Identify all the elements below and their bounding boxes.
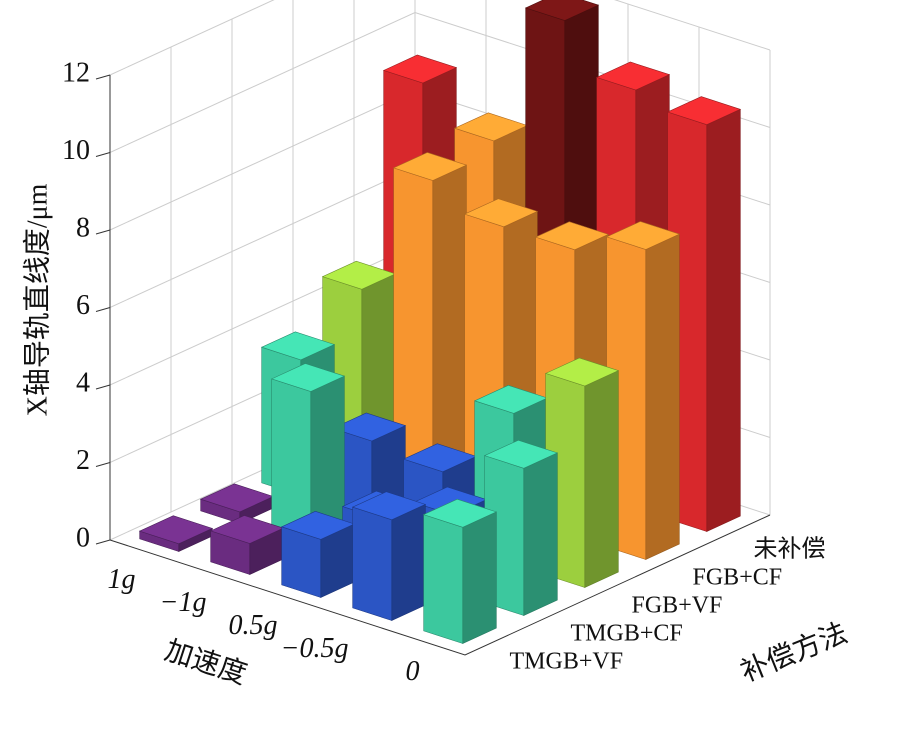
y-tick-label: FGB+VF: [632, 593, 723, 619]
z-tick: [95, 539, 111, 545]
x-tick-label: −0.5g: [281, 633, 349, 664]
bar-top: [331, 412, 407, 442]
z-tick: [95, 307, 111, 312]
bar-top: [270, 363, 346, 392]
bar-top: [483, 439, 559, 469]
z-tick-label: 10: [62, 135, 90, 166]
bar-front: [352, 506, 393, 621]
bar-top: [392, 152, 468, 181]
bar: [138, 515, 214, 552]
z-tick: [95, 74, 111, 80]
z-tick-label: 8: [76, 212, 90, 243]
bar: [209, 515, 285, 575]
y-tick-label: FGB+CF: [693, 565, 783, 591]
z-tick-label: 4: [76, 367, 90, 398]
x-tick-label: −1g: [160, 587, 207, 618]
bar-top: [351, 491, 427, 521]
bar-top: [666, 96, 742, 126]
bar-side: [523, 452, 558, 616]
bar-top: [382, 54, 458, 84]
bar-front: [423, 514, 464, 644]
bar-top: [605, 221, 681, 250]
bar: [199, 483, 275, 524]
x-axis-label: 加速度: [161, 634, 251, 690]
bar-top: [544, 357, 620, 387]
bar-side: [391, 503, 426, 621]
bar: [422, 498, 498, 644]
x-tick-label: 0: [406, 656, 420, 687]
z-tick-label: 12: [62, 57, 90, 88]
bar-top: [422, 498, 498, 528]
bar-top: [138, 515, 214, 545]
z-tick-label: 2: [76, 445, 90, 476]
x-tick-label: 0.5g: [229, 610, 278, 641]
bar-side: [462, 511, 497, 644]
y-axis-label: 补偿方法: [736, 617, 852, 689]
y-tick-label: TMGB+VF: [510, 649, 624, 675]
z-tick: [95, 229, 111, 235]
z-axis-label: X轴导轨直线度/μm: [21, 183, 53, 416]
bar: [351, 491, 427, 621]
bar-top: [524, 0, 600, 21]
z-tick: [95, 384, 111, 390]
bar-top: [595, 61, 671, 91]
y-tick-label: TMGB+CF: [571, 621, 683, 647]
z-tick-label: 0: [76, 522, 90, 553]
z-tick: [95, 462, 111, 467]
bar-side: [706, 108, 741, 532]
bar-side: [645, 233, 680, 560]
bar-top: [463, 198, 539, 228]
y-tick-label: 未补偿: [754, 536, 826, 563]
x-tick-label: 1g: [108, 564, 136, 595]
bar: [270, 363, 346, 547]
bar-side: [584, 370, 619, 588]
z-tick: [95, 152, 111, 157]
bar-top: [534, 221, 610, 251]
bar: [392, 152, 468, 491]
axis-line: [109, 75, 771, 656]
bar: [280, 510, 356, 598]
z-tick-label: 6: [76, 290, 90, 321]
bar-top: [260, 331, 336, 361]
bar-side: [432, 164, 467, 491]
grid-line: [109, 0, 771, 76]
